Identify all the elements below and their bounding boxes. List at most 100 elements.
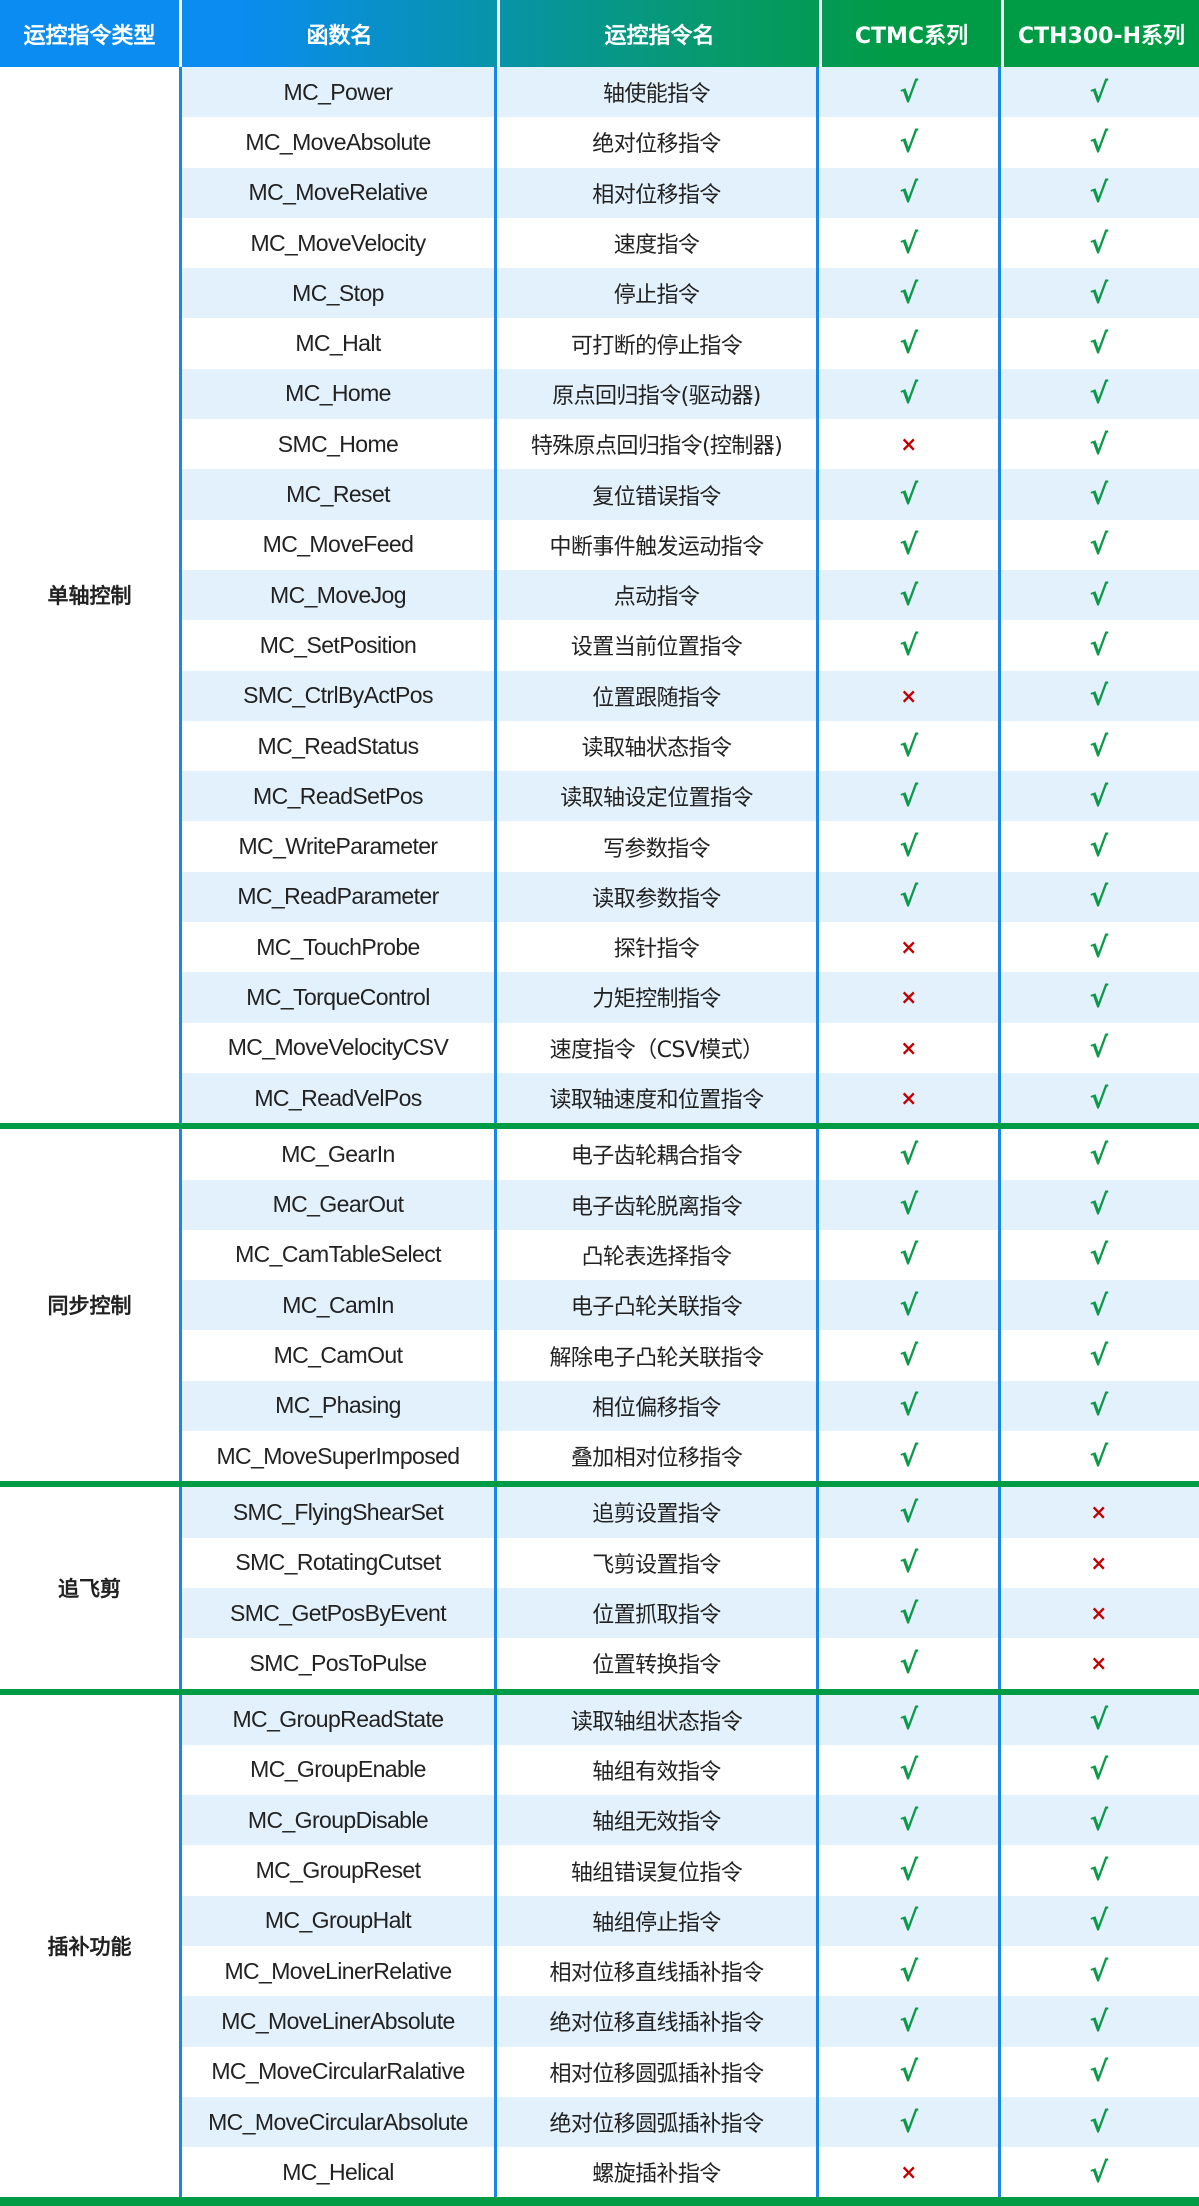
cth300h-support: √: [1001, 419, 1196, 469]
check-icon: √: [1089, 327, 1107, 360]
category-cell: 单轴控制: [0, 67, 182, 1123]
table-row: MC_GroupDisable 轴组无效指令 √ √: [182, 1795, 1199, 1845]
ctmc-support: √: [819, 821, 1001, 871]
check-icon: √: [1089, 1238, 1107, 1271]
function-name: MC_MoveRelative: [182, 168, 497, 218]
command-name: 读取轴设定位置指令: [497, 771, 819, 821]
check-icon: √: [1089, 76, 1107, 109]
command-name: 轴组停止指令: [497, 1896, 819, 1946]
cth300h-support: √: [1001, 318, 1196, 368]
ctmc-support: √: [819, 168, 1001, 218]
table-row: MC_MoveJog 点动指令 √ √: [182, 570, 1199, 620]
command-name: 解除电子凸轮关联指令: [497, 1330, 819, 1380]
cross-icon: ×: [900, 985, 916, 1009]
cth300h-support: √: [1001, 671, 1196, 721]
check-icon: √: [899, 227, 917, 260]
check-icon: √: [1089, 981, 1107, 1014]
function-name: MC_ReadVelPos: [182, 1073, 497, 1123]
table-row: SMC_Home 特殊原点回归指令(控制器) × √: [182, 419, 1199, 469]
cross-icon: ×: [1090, 1601, 1106, 1625]
check-icon: √: [899, 1904, 917, 1937]
table-row: MC_Home 原点回归指令(驱动器) √ √: [182, 369, 1199, 419]
ctmc-support: √: [819, 1946, 1001, 1996]
function-name: MC_GroupDisable: [182, 1795, 497, 1845]
cth300h-support: ×: [1001, 1638, 1196, 1688]
check-icon: √: [899, 2055, 917, 2088]
check-icon: √: [899, 830, 917, 863]
group-section: 同步控制 MC_GearIn 电子齿轮耦合指令 √ √ MC_GearOut 电…: [0, 1129, 1199, 1487]
check-icon: √: [1089, 227, 1107, 260]
table-row: MC_MoveCircularAbsolute 绝对位移圆弧插补指令 √ √: [182, 2097, 1199, 2147]
cth300h-support: √: [1001, 1996, 1196, 2046]
cth300h-support: √: [1001, 570, 1196, 620]
command-name: 写参数指令: [497, 821, 819, 871]
cth300h-support: √: [1001, 218, 1196, 268]
table-row: MC_Reset 复位错误指令 √ √: [182, 469, 1199, 519]
check-icon: √: [1089, 1188, 1107, 1221]
table-row: MC_WriteParameter 写参数指令 √ √: [182, 821, 1199, 871]
cth300h-support: √: [1001, 1073, 1196, 1123]
check-icon: √: [899, 1188, 917, 1221]
check-icon: √: [899, 1753, 917, 1786]
check-icon: √: [899, 2106, 917, 2139]
command-name: 相对位移指令: [497, 168, 819, 218]
ctmc-support: √: [819, 1230, 1001, 1280]
check-icon: √: [899, 1440, 917, 1473]
table-row: MC_MoveVelocityCSV 速度指令（CSV模式） × √: [182, 1023, 1199, 1073]
check-icon: √: [1089, 730, 1107, 763]
command-name: 读取参数指令: [497, 872, 819, 922]
table-row: SMC_CtrlByActPos 位置跟随指令 × √: [182, 671, 1199, 721]
function-name: MC_Phasing: [182, 1381, 497, 1431]
ctmc-support: ×: [819, 972, 1001, 1022]
table-header: 运控指令类型 函数名 运控指令名 CTMC系列 CTH300-H系列: [0, 0, 1199, 67]
function-name: SMC_RotatingCutset: [182, 1538, 497, 1588]
category-cell: 追飞剪: [0, 1487, 182, 1688]
command-name: 轴组无效指令: [497, 1795, 819, 1845]
cth300h-support: ×: [1001, 1538, 1196, 1588]
cth300h-support: √: [1001, 469, 1196, 519]
check-icon: √: [1089, 579, 1107, 612]
table-row: MC_GroupEnable 轴组有效指令 √ √: [182, 1745, 1199, 1795]
table-row: MC_MoveLinerAbsolute 绝对位移直线插补指令 √ √: [182, 1996, 1199, 2046]
ctmc-support: √: [819, 268, 1001, 318]
command-name: 叠加相对位移指令: [497, 1431, 819, 1481]
ctmc-support: √: [819, 1487, 1001, 1537]
check-icon: √: [1089, 377, 1107, 410]
check-icon: √: [899, 176, 917, 209]
function-name: MC_Reset: [182, 469, 497, 519]
command-name: 设置当前位置指令: [497, 620, 819, 670]
command-name: 停止指令: [497, 268, 819, 318]
check-icon: √: [1089, 1440, 1107, 1473]
table-row: MC_CamIn 电子凸轮关联指令 √ √: [182, 1280, 1199, 1330]
table-row: MC_Stop 停止指令 √ √: [182, 268, 1199, 318]
check-icon: √: [899, 1955, 917, 1988]
table-row: MC_Halt 可打断的停止指令 √ √: [182, 318, 1199, 368]
command-name: 读取轴速度和位置指令: [497, 1073, 819, 1123]
function-name: MC_GroupReset: [182, 1845, 497, 1895]
cth300h-support: ×: [1001, 1588, 1196, 1638]
ctmc-support: √: [819, 1795, 1001, 1845]
ctmc-support: √: [819, 2097, 1001, 2147]
table-row: MC_Phasing 相位偏移指令 √ √: [182, 1381, 1199, 1431]
function-name: MC_WriteParameter: [182, 821, 497, 871]
command-name: 轴组错误复位指令: [497, 1845, 819, 1895]
command-name: 相对位移圆弧插补指令: [497, 2047, 819, 2097]
cth300h-support: √: [1001, 1795, 1196, 1845]
function-name: MC_GroupEnable: [182, 1745, 497, 1795]
command-name: 位置转换指令: [497, 1638, 819, 1688]
command-name: 相对位移直线插补指令: [497, 1946, 819, 1996]
check-icon: √: [899, 1546, 917, 1579]
ctmc-support: √: [819, 1330, 1001, 1380]
table-row: MC_GearIn 电子齿轮耦合指令 √ √: [182, 1129, 1199, 1179]
ctmc-support: √: [819, 872, 1001, 922]
cross-icon: ×: [900, 1086, 916, 1110]
function-name: MC_Halt: [182, 318, 497, 368]
function-name: MC_GearOut: [182, 1180, 497, 1230]
cross-icon: ×: [1090, 1651, 1106, 1675]
ctmc-support: √: [819, 1129, 1001, 1179]
command-name: 读取轴状态指令: [497, 721, 819, 771]
command-name: 复位错误指令: [497, 469, 819, 519]
table-row: MC_GroupHalt 轴组停止指令 √ √: [182, 1896, 1199, 1946]
command-name: 速度指令: [497, 218, 819, 268]
check-icon: √: [1089, 2156, 1107, 2189]
